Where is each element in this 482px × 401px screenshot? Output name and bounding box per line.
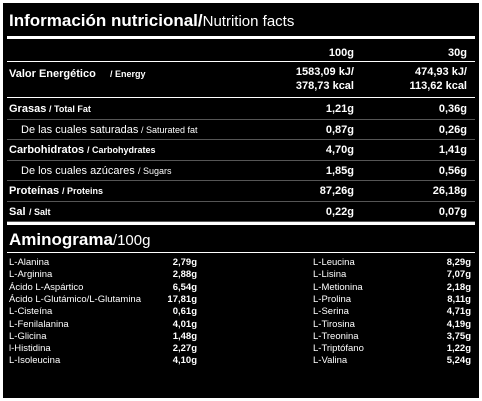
nutrient-name-en: / Salt (29, 206, 51, 217)
amino-name: L-Triptófano (313, 343, 364, 355)
amino-value: 2,18g (446, 281, 471, 293)
amino-value: 4,10g (172, 355, 197, 367)
title-es: Información nutricional/ (9, 11, 203, 30)
amino-name: L-Valina (313, 355, 348, 367)
nutrient-name-en: / Proteins (62, 186, 104, 196)
amino-name: L-Tirosina (313, 318, 355, 330)
amino-value: 2,27g (172, 343, 197, 355)
nutrient-name-en: / Carbohydrates (87, 145, 156, 155)
amino-value: 6,54g (172, 281, 197, 293)
title: Información nutricional/Nutrition facts (9, 12, 294, 29)
nutrient-name: De los cuales azúcares (21, 164, 135, 177)
column-header: 30g (448, 47, 467, 59)
rule (7, 221, 475, 222)
amino-value: 0,61g (172, 306, 197, 318)
amino-name: Ácido L-Glutámico/L-Glutamina (9, 293, 141, 305)
amino-name: L-Leucina (313, 257, 355, 268)
amino-value: 2,88g (172, 269, 197, 281)
nutrient-value: 474,93 kJ/ (415, 66, 467, 78)
amino-name: L-Treonina (313, 330, 359, 342)
amino-name: L-Alanina (9, 257, 50, 268)
nutrition-label: Información nutricional/Nutrition facts … (3, 3, 479, 398)
amino-name: L-Prolina (313, 293, 352, 305)
amino-name: L-Serina (313, 306, 349, 318)
nutrient-name: Grasas (9, 103, 47, 115)
nutrient-name: Proteínas (9, 185, 60, 197)
amino-value: 1,22g (446, 343, 471, 355)
amino-value: 2,79g (172, 257, 197, 268)
amino-name: L-Metionina (313, 281, 363, 293)
amino-name: l-Histidina (9, 343, 51, 355)
nutrient-value: 0,26g (438, 123, 467, 136)
nutrient-value: 1,85g (325, 164, 354, 177)
nutrient-name: Carbohidratos (9, 144, 85, 156)
aminogram-name: Aminograma (9, 230, 113, 249)
nutrient-name-en: / Energy (110, 69, 146, 79)
rule (7, 61, 475, 62)
rule (7, 118, 475, 120)
rule (7, 159, 475, 161)
title-en: Nutrition facts (202, 13, 295, 30)
amino-value: 4,71g (446, 306, 471, 318)
nutrient-value: 0,22g (325, 205, 354, 218)
nutrient-value: 113,62 kcal (409, 80, 467, 92)
nutrient-value: 1583,09 kJ/ (295, 66, 354, 78)
nutrient-value: 0,07g (438, 205, 467, 218)
amino-value: 8,11g (447, 293, 471, 305)
nutrient-value: 1,41g (438, 144, 467, 156)
rule (7, 252, 475, 253)
amino-value: 17,81g (167, 293, 197, 305)
amino-name: L-Cisteína (9, 306, 53, 318)
amino-name: Ácido L-Aspártico (9, 281, 84, 293)
nutrient-name-en: / Sugars (138, 165, 172, 176)
aminogram-title: Aminograma/100g (9, 231, 150, 248)
nutrient-value: 4,70g (325, 144, 354, 156)
amino-value: 5,24g (446, 355, 471, 367)
rule (7, 200, 475, 202)
amino-value: 7,07g (446, 269, 471, 281)
nutrient-value: 87,26g (319, 185, 354, 197)
amino-value: 4,19g (446, 318, 471, 330)
nutrient-value: 0,36g (438, 103, 467, 115)
nutrient-name: De las cuales saturadas (21, 123, 139, 136)
amino-name: L-Isoleucina (9, 355, 61, 367)
amino-value: 4,01g (172, 318, 197, 330)
amino-name: L-Lisina (313, 269, 347, 281)
amino-name: L-Arginina (9, 269, 53, 281)
nutrient-name-en: / Total Fat (49, 104, 91, 114)
amino-name: L-Fenilalanina (9, 318, 69, 330)
amino-name: L-Glicina (9, 330, 47, 342)
amino-value: 8,29g (446, 257, 471, 268)
aminogram-unit: /100g (112, 232, 151, 249)
nutrient-value: 378,73 kcal (295, 80, 354, 92)
nutrient-name: Sal (9, 205, 26, 218)
rule (7, 36, 475, 39)
nutrient-value: 26,18g (432, 185, 467, 197)
nutrient-name-en: / Saturated fat (141, 124, 198, 135)
amino-value: 3,75g (446, 330, 471, 342)
rule (7, 222, 475, 225)
column-header: 100g (328, 47, 354, 59)
nutrient-name: Valor Energético (9, 68, 96, 80)
nutrient-value: 0,87g (325, 123, 354, 136)
rule (7, 139, 475, 140)
nutrient-value: 0,56g (438, 164, 467, 177)
amino-value: 1,48g (172, 330, 197, 342)
rule (7, 97, 475, 98)
rule (7, 180, 475, 181)
nutrient-value: 1,21g (325, 103, 354, 115)
